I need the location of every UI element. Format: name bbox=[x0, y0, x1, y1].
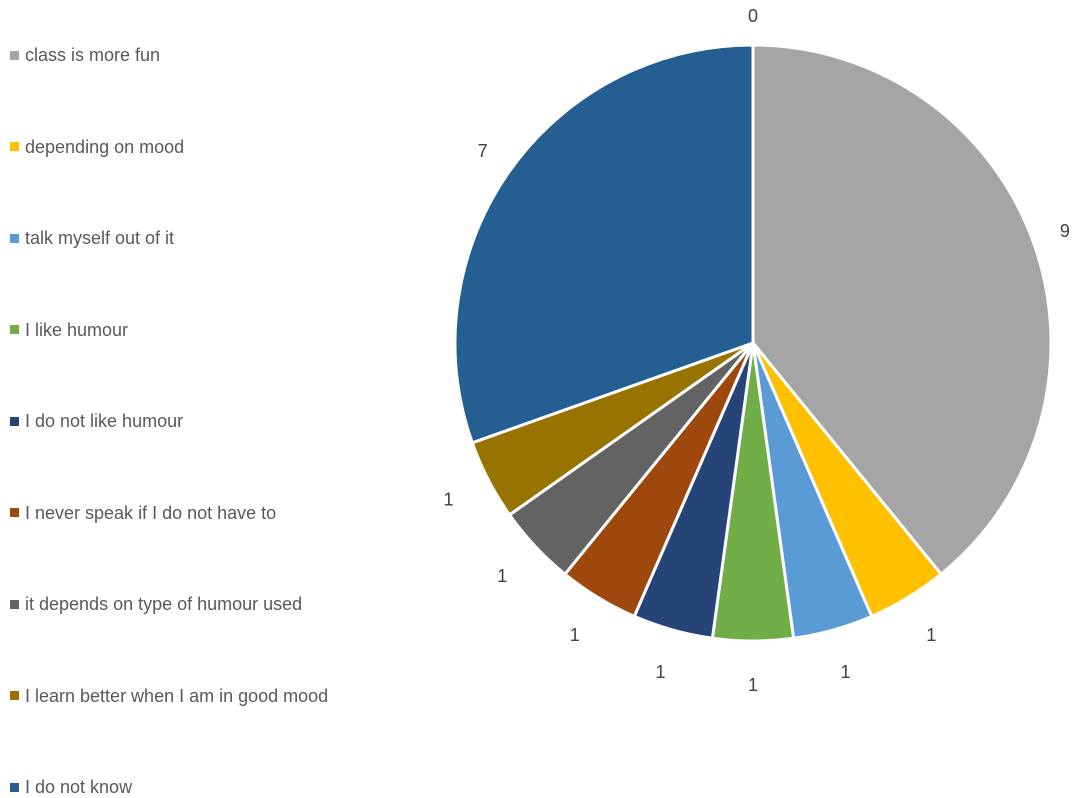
legend-label: class is more fun bbox=[25, 45, 161, 65]
data-label: 9 bbox=[1060, 221, 1070, 241]
legend-item: depending on mood bbox=[10, 136, 184, 158]
legend-swatch bbox=[10, 416, 19, 426]
legend-item: I do not know bbox=[10, 776, 132, 798]
legend-swatch bbox=[10, 325, 19, 334]
legend-label: I never speak if I do not have to bbox=[25, 502, 277, 523]
legend: class is more fun depending on mood talk m… bbox=[10, 0, 430, 797]
legend-label: depending on mood bbox=[25, 136, 185, 157]
pie-slice bbox=[453, 43, 755, 445]
legend-label: I learn better when I am in good mood bbox=[25, 685, 329, 706]
pie-slice bbox=[751, 43, 1053, 577]
legend-label: I do not know bbox=[25, 777, 133, 797]
legend-item: I never speak if I do not have to bbox=[10, 502, 276, 524]
legend-swatch bbox=[10, 50, 19, 60]
data-label-zero: 0 bbox=[748, 6, 758, 26]
legend-item: I like humour bbox=[10, 319, 128, 341]
data-label: 1 bbox=[443, 490, 453, 510]
data-label: 1 bbox=[655, 662, 665, 682]
legend-label: talk myself out of it bbox=[25, 228, 175, 248]
legend-label: I like humour bbox=[25, 319, 129, 340]
legend-swatch bbox=[10, 782, 19, 792]
legend-item: I do not like humour bbox=[10, 410, 183, 432]
data-label: 1 bbox=[570, 625, 580, 645]
legend-item: it depends on type of humour used bbox=[10, 593, 302, 615]
data-label: 7 bbox=[478, 141, 488, 161]
legend-swatch bbox=[10, 599, 19, 609]
legend-item: talk myself out of it bbox=[10, 227, 174, 249]
legend-swatch bbox=[10, 142, 19, 151]
legend-swatch bbox=[10, 508, 19, 517]
data-label: 1 bbox=[840, 662, 850, 682]
legend-item: I learn better when I am in good mood bbox=[10, 685, 328, 707]
legend-label: it depends on type of humour used bbox=[25, 594, 303, 614]
legend-swatch bbox=[10, 691, 19, 700]
data-label: 1 bbox=[926, 625, 936, 645]
legend-item: class is more fun bbox=[10, 44, 160, 66]
legend-swatch bbox=[10, 233, 19, 243]
legend-label: I do not like humour bbox=[25, 411, 184, 431]
data-label: 1 bbox=[497, 566, 507, 586]
data-label: 1 bbox=[748, 675, 758, 695]
